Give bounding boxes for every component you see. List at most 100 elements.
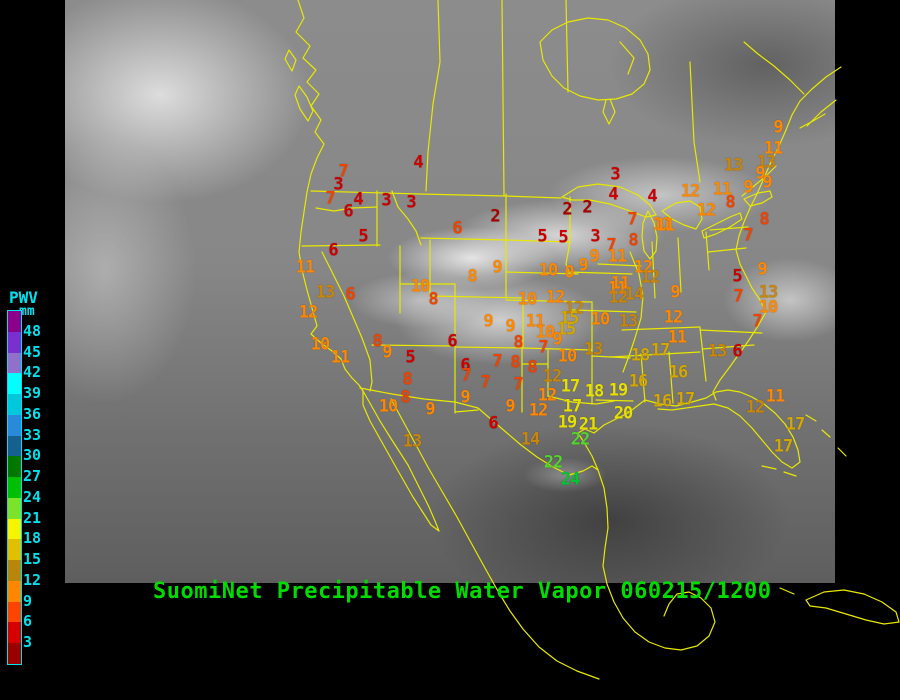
station-value: 18 — [630, 345, 651, 366]
station-value: 10 — [590, 309, 611, 330]
station-value: 7 — [627, 209, 637, 230]
station-value: 9 — [762, 172, 772, 193]
station-value: 17 — [675, 389, 696, 410]
legend-color-box — [8, 643, 21, 664]
legend-color-bar — [7, 310, 22, 665]
legend-tick: 6 — [23, 612, 33, 631]
station-value: 13 — [707, 341, 728, 362]
station-value: 12 — [608, 287, 629, 308]
station-value: 12 — [564, 298, 585, 319]
station-value: 7 — [733, 286, 743, 307]
station-value: 16 — [668, 362, 689, 383]
legend-title: PWV — [9, 288, 38, 307]
station-value: 6 — [452, 218, 462, 239]
station-value: 11 — [765, 386, 786, 407]
station-value: 2 — [490, 206, 500, 227]
station-value: 7 — [743, 225, 753, 246]
legend-color-box — [8, 394, 21, 415]
station-value: 10 — [517, 289, 538, 310]
legend-tick: 33 — [23, 425, 42, 444]
station-value: 8 — [725, 192, 735, 213]
station-value: 7 — [325, 188, 335, 209]
station-value: 2 — [562, 199, 572, 220]
station-value: 11 — [330, 347, 351, 368]
map-title: SuomiNet Precipitable Water Vapor 060215… — [153, 579, 772, 604]
station-value: 9 — [578, 255, 588, 276]
station-value: 11 — [712, 179, 733, 200]
legend-tick: 39 — [23, 384, 42, 403]
legend-units: mm — [19, 304, 35, 319]
legend-color-box — [8, 477, 21, 498]
legend-color-box — [8, 580, 21, 602]
station-value: 9 — [483, 311, 493, 332]
station-value: 8 — [372, 331, 382, 352]
station-value: 6 — [732, 341, 742, 362]
legend-tick: 9 — [23, 591, 33, 610]
station-value: 8 — [527, 357, 537, 378]
station-value: 15 — [559, 308, 580, 329]
station-value: 9 — [755, 163, 765, 184]
station-value: 14 — [520, 429, 541, 450]
station-value: 9 — [743, 177, 753, 198]
station-value: 7 — [606, 235, 616, 256]
station-value: 12 — [633, 257, 654, 278]
station-value: 12 — [663, 307, 684, 328]
station-value: 4 — [608, 184, 618, 205]
station-value: 9 — [492, 257, 502, 278]
station-value: 2 — [582, 197, 592, 218]
legend-tick: 24 — [23, 487, 42, 506]
station-value: 7 — [480, 372, 490, 393]
station-value: 20 — [613, 403, 634, 424]
station-value: 11 — [295, 257, 316, 278]
satellite-image — [65, 0, 835, 583]
station-value: 19 — [557, 412, 578, 433]
legend-tick: 45 — [23, 342, 42, 361]
station-value: 4 — [647, 186, 657, 207]
station-value: 8 — [513, 332, 523, 353]
legend-color-box — [8, 518, 21, 540]
station-value: 12 — [696, 200, 717, 221]
station-value: 13 — [402, 431, 423, 452]
station-value: 4 — [413, 152, 423, 173]
station-value: 12 — [545, 287, 566, 308]
legend-color-box — [8, 456, 21, 477]
legend-color-box — [8, 311, 21, 332]
legend-color-box — [8, 331, 21, 353]
legend-color-box — [8, 539, 21, 560]
station-value: 4 — [353, 189, 363, 210]
station-value: 12 — [680, 181, 701, 202]
legend-tick: 15 — [23, 550, 42, 569]
station-value: 6 — [345, 284, 355, 305]
station-value: 3 — [333, 174, 343, 195]
station-value: 17 — [560, 376, 581, 397]
station-value: 13 — [583, 339, 604, 360]
station-value: 12 — [298, 302, 319, 323]
station-value: 12 — [537, 385, 558, 406]
station-value: 3 — [590, 226, 600, 247]
legend-tick: 21 — [23, 508, 42, 527]
station-value: 10 — [557, 346, 578, 367]
station-value: 7 — [538, 337, 548, 358]
station-value: 12 — [640, 267, 661, 288]
station-value: 9 — [589, 246, 599, 267]
station-value: 11 — [652, 214, 673, 235]
legend-tick: 42 — [23, 363, 42, 382]
station-value: 17 — [785, 414, 806, 435]
station-value: 9 — [505, 316, 515, 337]
station-value: 22 — [543, 452, 564, 473]
station-value: 6 — [343, 201, 353, 222]
station-value: 9 — [505, 396, 515, 417]
station-value: 11 — [607, 246, 628, 267]
station-value: 22 — [570, 429, 591, 450]
legend-tick: 30 — [23, 446, 42, 465]
legend-tick: 36 — [23, 404, 42, 423]
station-value: 7 — [492, 351, 502, 372]
station-value: 9 — [552, 329, 562, 350]
station-value: 13 — [756, 152, 777, 173]
station-value: 13 — [618, 311, 639, 332]
legend-color-box — [8, 497, 21, 519]
station-value: 11 — [525, 311, 546, 332]
station-value: 9 — [460, 387, 470, 408]
